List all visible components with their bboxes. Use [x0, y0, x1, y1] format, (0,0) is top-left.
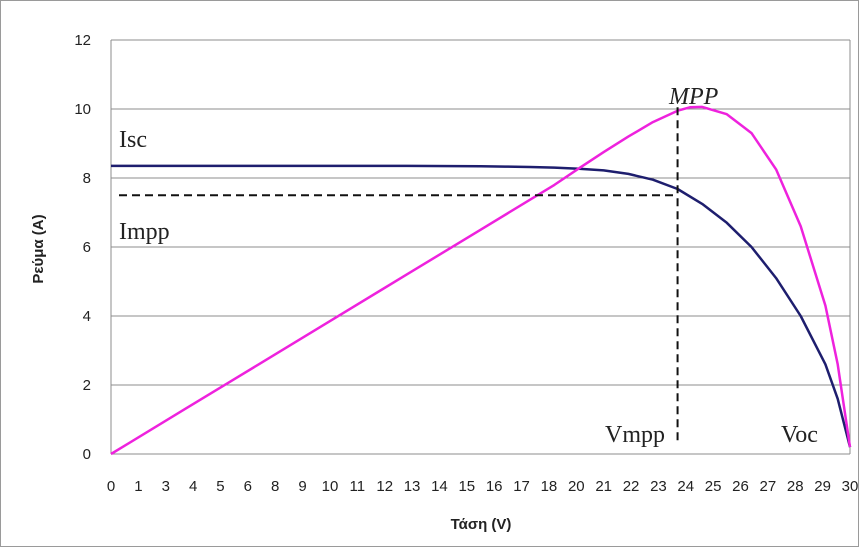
x-tick-label: 13 — [404, 478, 421, 495]
x-tick-label: 10 — [322, 478, 339, 495]
gridlines — [110, 39, 851, 455]
series-lines — [110, 105, 852, 456]
x-tick-label: 20 — [568, 478, 585, 495]
power-curve-line — [110, 105, 852, 456]
x-tick-label: 5 — [216, 478, 224, 495]
x-tick-label: 8 — [271, 478, 279, 495]
annotation-vmpp: Vmpp — [605, 422, 665, 448]
x-tick-label: 21 — [595, 478, 612, 495]
x-tick-label: 28 — [787, 478, 804, 495]
x-tick-label: 16 — [486, 478, 503, 495]
x-axis-title: Τάση (V) — [451, 516, 512, 533]
x-tick-label: 6 — [244, 478, 252, 495]
x-tick-label: 26 — [732, 478, 749, 495]
x-tick-label: 0 — [107, 478, 115, 495]
x-tick-label: 11 — [350, 478, 366, 495]
y-tick-labels: 0 2 4 6 8 10 12 — [74, 32, 91, 463]
x-tick-label: 12 — [376, 478, 393, 495]
y-tick-label: 10 — [74, 101, 91, 118]
x-tick-label: 4 — [189, 478, 197, 495]
y-tick-label: 0 — [83, 446, 91, 463]
y-axis-title: Ρεύμα (A) — [30, 214, 47, 283]
x-tick-label: 23 — [650, 478, 667, 495]
x-tick-label: 1 — [134, 478, 142, 495]
annotation-impp: Impp — [119, 219, 170, 245]
annotation-voc: Voc — [781, 422, 818, 448]
x-tick-label: 14 — [431, 478, 448, 495]
x-tick-labels: 0 1 3 4 5 6 8 9 10 11 12 13 14 15 16 17 18 20 21 22 23 24 25 26… — [107, 478, 859, 495]
x-tick-label: 25 — [705, 478, 722, 495]
y-tick-label: 8 — [83, 170, 91, 187]
x-tick-label: 29 — [814, 478, 831, 495]
y-tick-label: 12 — [74, 32, 91, 49]
x-tick-label: 27 — [760, 478, 777, 495]
x-tick-label: 17 — [513, 478, 530, 495]
annotation-isc: Isc — [119, 127, 147, 153]
x-tick-label: 15 — [458, 478, 475, 495]
annotation-mpp: MPP — [668, 84, 719, 110]
mpp-guide-lines — [119, 107, 679, 444]
y-tick-label: 6 — [83, 239, 91, 256]
x-tick-label: 30 — [842, 478, 859, 495]
y-tick-label: 4 — [83, 308, 91, 325]
x-tick-label: 22 — [623, 478, 640, 495]
x-tick-label: 3 — [162, 478, 170, 495]
y-tick-label: 2 — [83, 377, 91, 394]
x-tick-label: 18 — [541, 478, 558, 495]
x-tick-label: 24 — [677, 478, 694, 495]
x-tick-label: 9 — [298, 478, 306, 495]
iv-curve-line — [111, 164, 852, 448]
